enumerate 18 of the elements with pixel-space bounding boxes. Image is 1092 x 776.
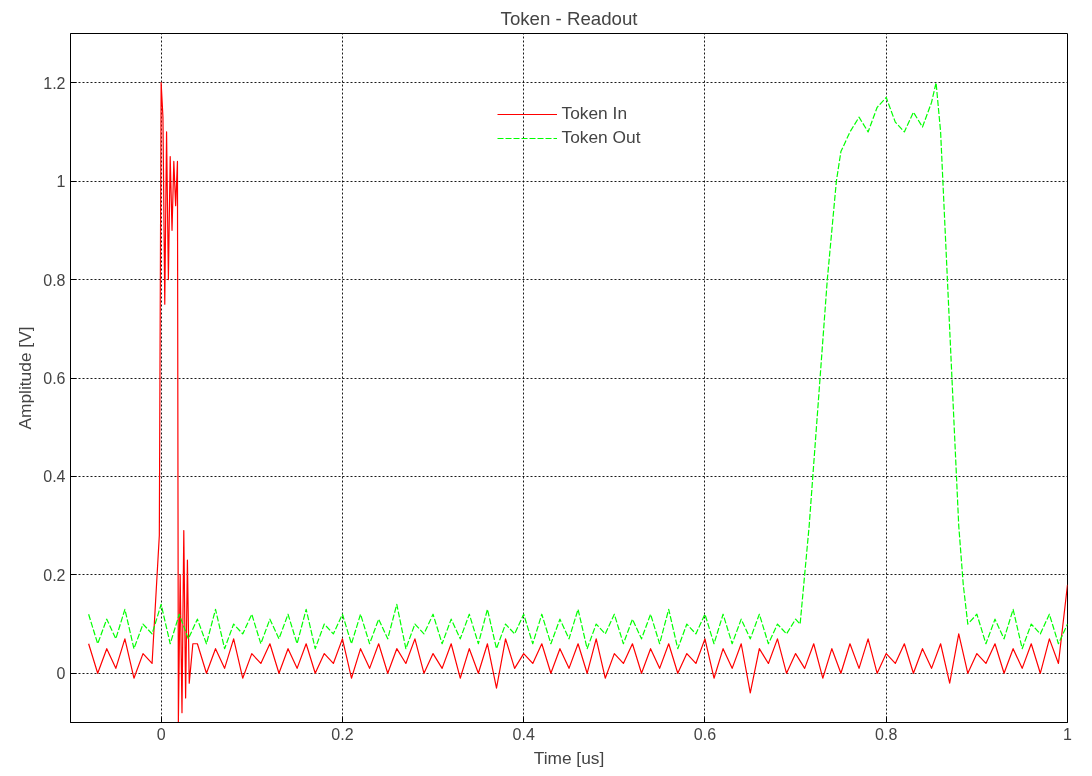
- y-axis-title: Amplitude [V]: [15, 326, 36, 430]
- y-tick-label: 0: [56, 665, 66, 683]
- y-tick-label: 1: [56, 173, 66, 191]
- x-tick-label: 0.8: [875, 725, 898, 743]
- legend-label: Token Out: [561, 127, 641, 148]
- y-tick-label: 0.4: [43, 468, 66, 486]
- x-tick-label: 0: [156, 725, 166, 743]
- x-tick-label: 0.2: [331, 725, 354, 743]
- y-tick-label: 0.2: [43, 566, 66, 584]
- legend-label: Token In: [561, 103, 628, 124]
- y-tick-label: 0.6: [43, 370, 66, 387]
- x-axis-title: Time [us]: [533, 747, 605, 768]
- x-tick-label: 0.6: [693, 725, 717, 743]
- chart-title: Token - Readout: [500, 7, 639, 29]
- y-tick-label: 0.8: [43, 271, 66, 289]
- y-tick-label: 1.2: [43, 74, 66, 92]
- x-tick-label: 1: [1063, 725, 1073, 743]
- x-tick-label: 0.4: [512, 725, 535, 743]
